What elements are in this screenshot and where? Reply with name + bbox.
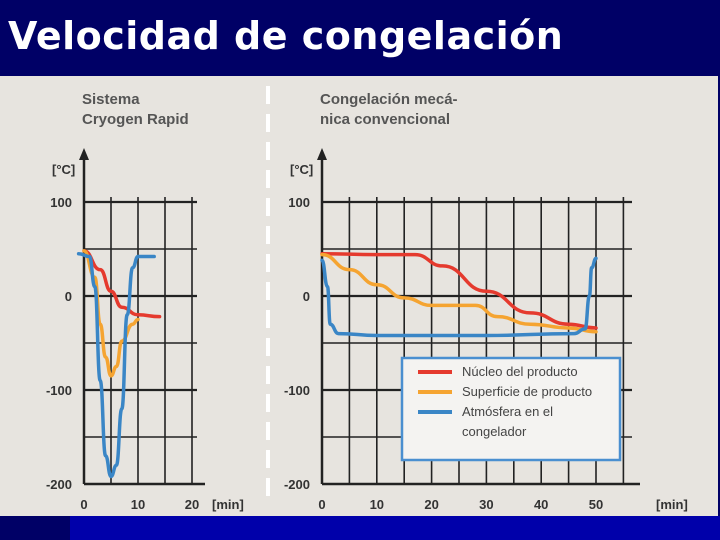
y-tick-label: -100	[46, 383, 72, 398]
x-tick-label: 0	[80, 497, 87, 512]
series-line	[320, 251, 598, 330]
x-tick-label: 10	[131, 497, 145, 512]
x-axis-label: [min]	[656, 497, 688, 512]
y-tick-label: 0	[65, 289, 72, 304]
legend-label: congelador	[462, 424, 527, 439]
y-axis-arrow-icon	[79, 148, 89, 160]
series-line	[76, 251, 156, 479]
x-tick-label: 30	[479, 497, 493, 512]
chart-title-line: Sistema	[82, 91, 140, 108]
chart-title-line: Congelación mecá-	[320, 91, 458, 108]
y-tick-label: 0	[303, 289, 310, 304]
x-tick-label: 20	[424, 497, 438, 512]
series-line	[320, 252, 598, 334]
legend-label: Atmósfera en el	[462, 404, 553, 419]
y-axis-label: [°C]	[290, 162, 313, 177]
bottom-band	[70, 516, 720, 540]
y-tick-label: -100	[284, 383, 310, 398]
series-line	[320, 256, 598, 338]
y-axis-label: [°C]	[52, 162, 75, 177]
chart-panel-2: Congelación mecá-nica convencional [°C] [m…	[284, 91, 688, 512]
legend-label: Núcleo del producto	[462, 364, 578, 379]
y-tick-label: -200	[284, 477, 310, 492]
bottom-strip	[0, 516, 720, 540]
y-tick-label: 100	[50, 195, 72, 210]
x-tick-label: 50	[589, 497, 603, 512]
x-tick-label: 20	[185, 497, 199, 512]
legend-label: Superficie de producto	[462, 384, 592, 399]
chart-title-line: nica convencional	[320, 111, 450, 128]
x-tick-label: 40	[534, 497, 548, 512]
chart-figure: Sistema Cryogen Rapid [°C] [min] 100 0 -100 -20…	[0, 76, 718, 516]
y-axis-arrow-icon	[317, 148, 327, 160]
legend-box	[400, 356, 622, 462]
x-tick-label: 10	[370, 497, 384, 512]
y-tick-label: -200	[46, 477, 72, 492]
slide-title: Velocidad de congelación	[8, 14, 564, 58]
series-line	[82, 249, 162, 319]
y-tick-label: 100	[288, 195, 310, 210]
legend: Núcleo del producto Superficie de product…	[400, 356, 622, 462]
x-axis-label: [min]	[212, 497, 244, 512]
chart-title-line: Cryogen Rapid	[82, 111, 189, 128]
x-tick-label: 0	[318, 497, 325, 512]
